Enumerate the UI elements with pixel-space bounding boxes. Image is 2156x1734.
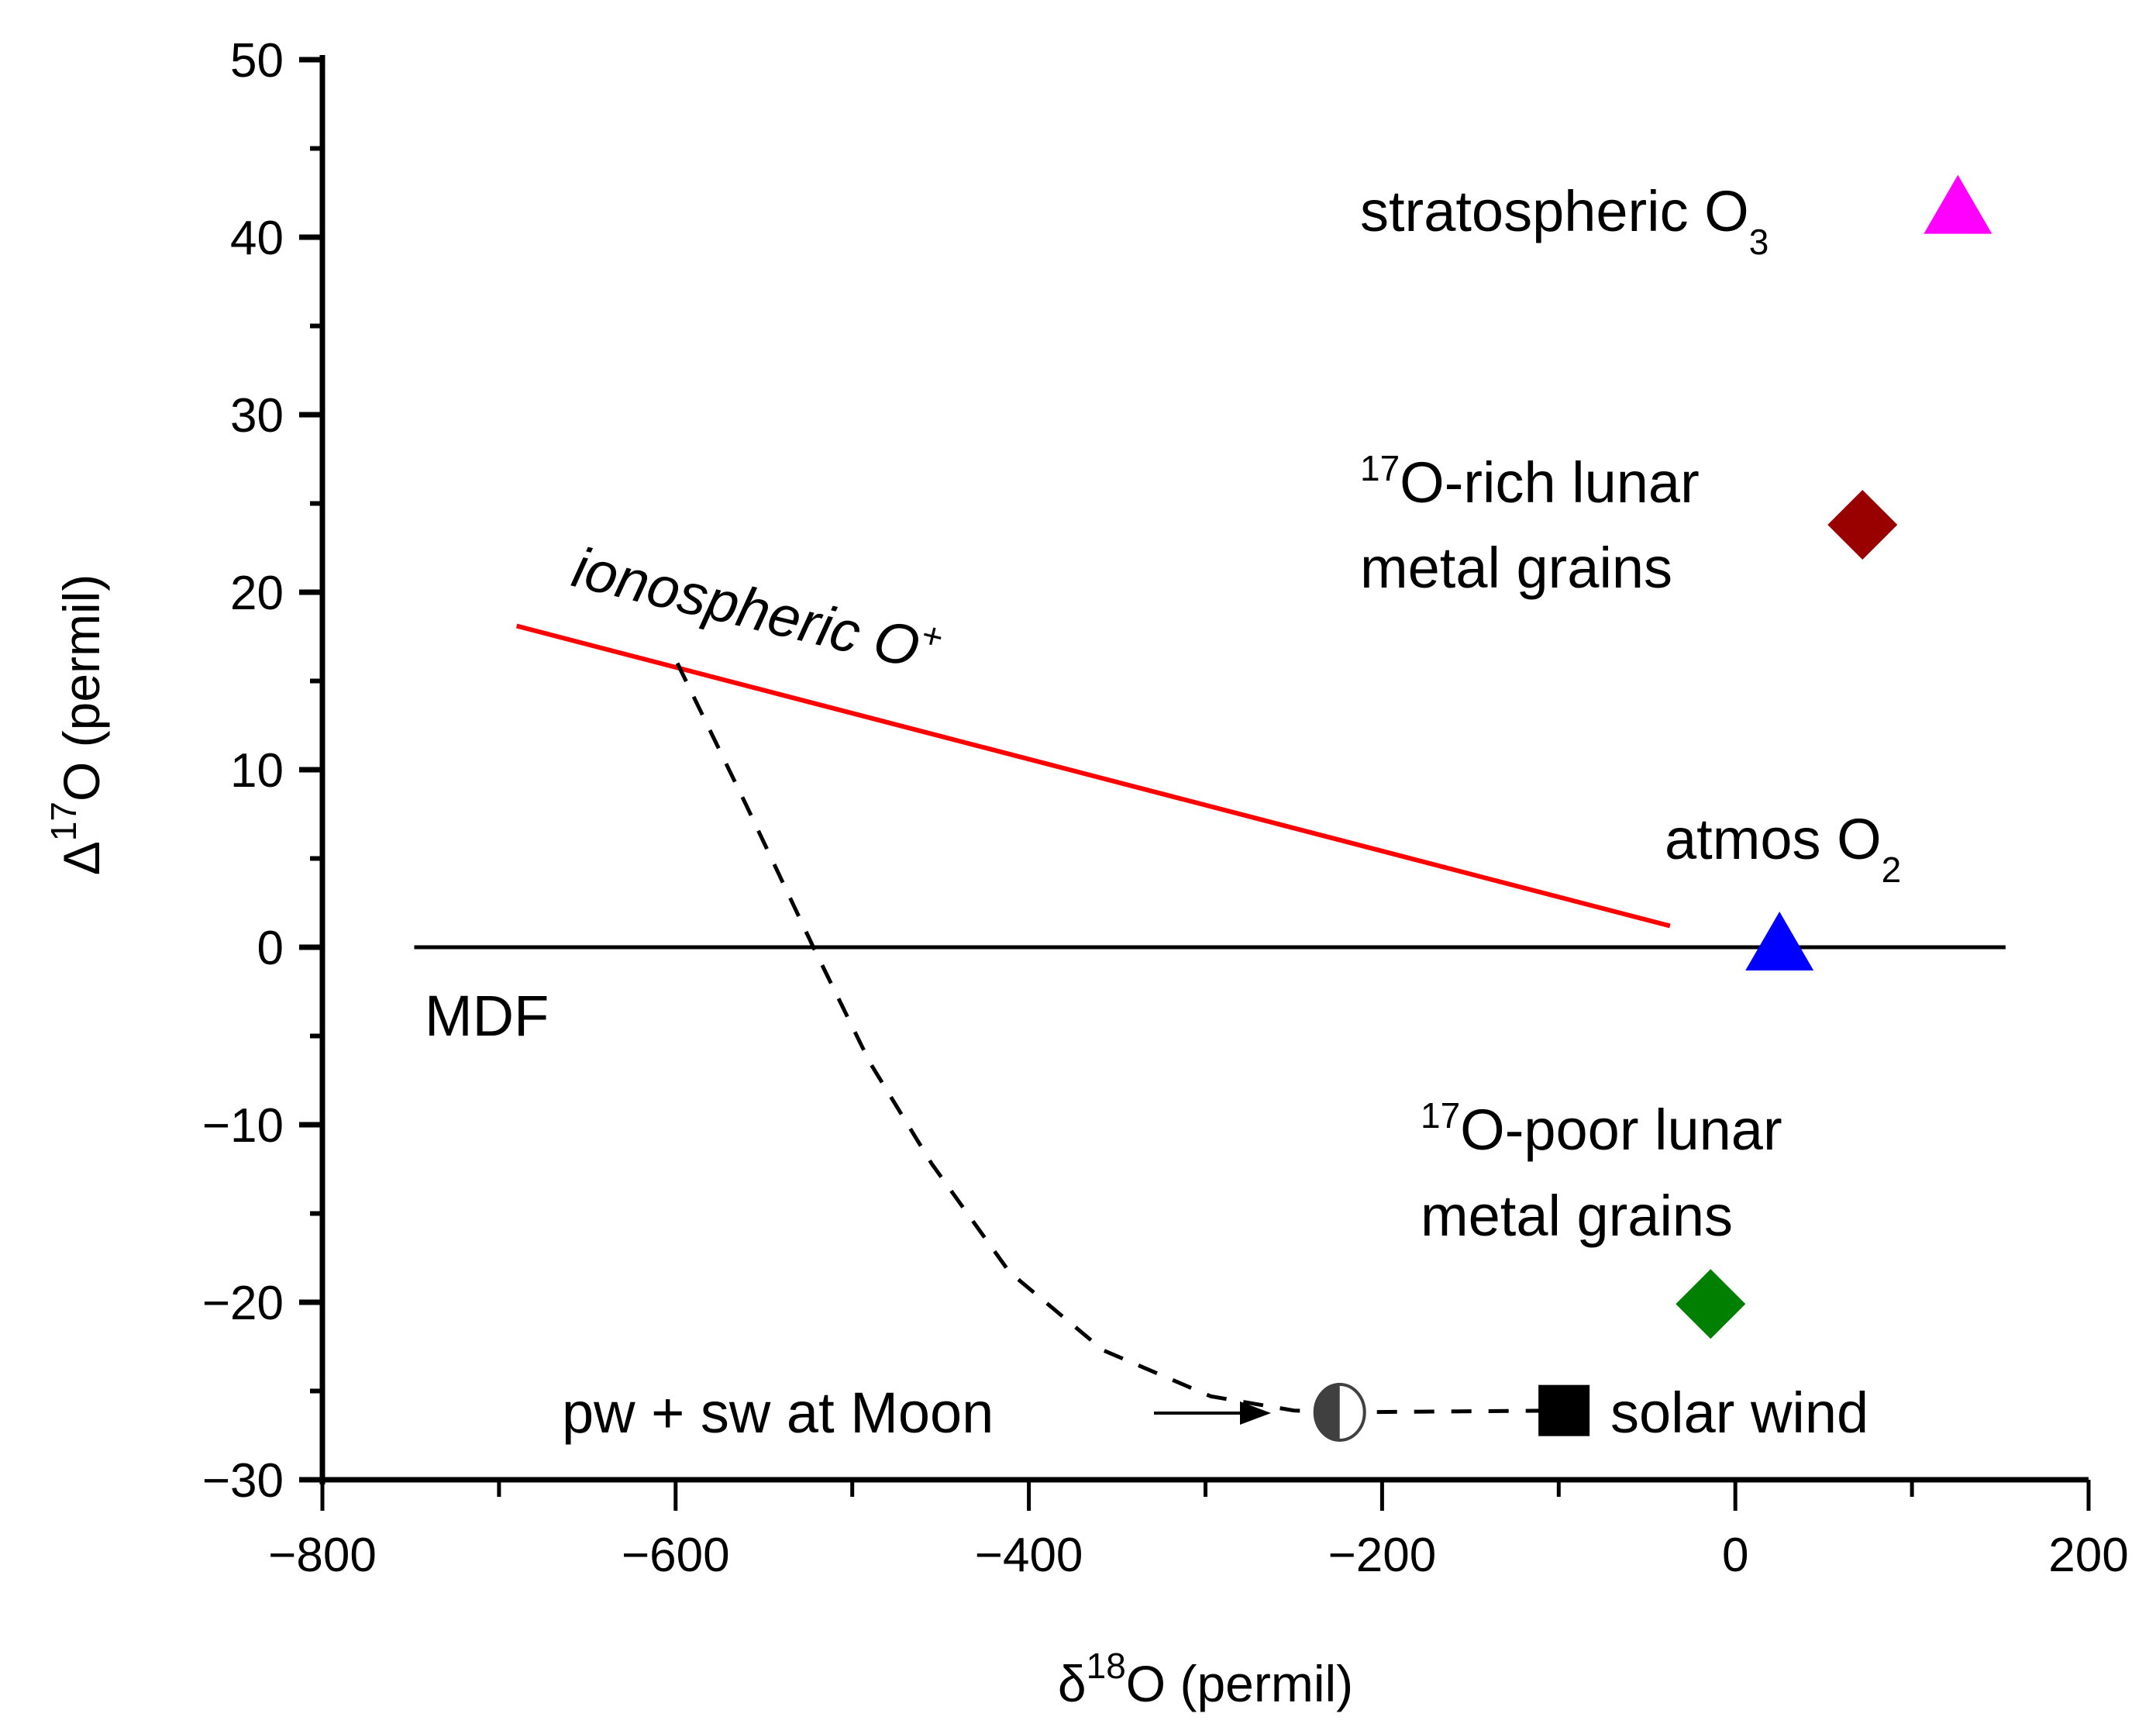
x-tick-label: −800 xyxy=(268,1529,377,1582)
axes: −800 −600 −400 −200 0 200 −30 −20 −10 0 10 20 30 40 50… xyxy=(43,34,2129,1712)
y-tick-label: 50 xyxy=(230,34,284,88)
atmos-o2-marker xyxy=(1745,912,1814,970)
y-tick-label: 10 xyxy=(230,744,284,798)
x-axis-title: δ18O (permil) xyxy=(1058,1646,1353,1712)
17o-rich-lunar-metal-grains-marker xyxy=(1827,489,1898,560)
plot-series xyxy=(414,174,2006,1442)
label-solar-wind: solar wind xyxy=(1610,1381,1868,1445)
y-tick-label: −30 xyxy=(202,1454,284,1508)
moon-to-solar-wind-line xyxy=(1339,1408,1565,1415)
y-tick-label: 40 xyxy=(230,212,284,265)
mixing-curve-line xyxy=(675,662,1340,1415)
solar-wind-marker xyxy=(1538,1384,1590,1436)
y-tick-label: 0 xyxy=(257,922,284,975)
y-tick-label: 20 xyxy=(230,567,284,620)
label-17o-rich-line2: metal grains xyxy=(1360,536,1672,600)
y-tick-label: −10 xyxy=(202,1099,284,1153)
label-ionospheric-o-plus: ionospheric O+ xyxy=(567,531,947,684)
x-tick-label: 0 xyxy=(1722,1529,1748,1582)
label-mdf: MDF xyxy=(425,984,549,1048)
y-axis-title: Δ17O (permil) xyxy=(43,574,110,876)
stratospheric-o3-marker xyxy=(1924,174,1992,234)
x-tick-label: 200 xyxy=(2048,1529,2128,1582)
label-17o-poor-line2: metal grains xyxy=(1421,1184,1733,1248)
label-pw-sw-at-moon: pw + sw at Moon xyxy=(562,1381,994,1445)
label-17o-poor-line1: 17O-poor lunar xyxy=(1421,1095,1782,1162)
label-17o-rich-line1: 17O-rich lunar xyxy=(1360,448,1700,515)
y-tick-label: 30 xyxy=(230,389,284,443)
label-stratospheric-o3: stratospheric O3 xyxy=(1360,179,1769,262)
y-tick-label: −20 xyxy=(202,1277,284,1330)
x-tick-label: −600 xyxy=(622,1529,730,1582)
label-atmos-o2: atmos O2 xyxy=(1665,807,1901,890)
ionospheric-o--line xyxy=(515,623,1671,929)
17o-poor-lunar-metal-grains-marker xyxy=(1676,1269,1746,1339)
x-tick-label: −400 xyxy=(975,1529,1083,1582)
annotations: stratospheric O3 17O-rich lunar metal grai… xyxy=(425,179,1901,1445)
arrow-head-icon xyxy=(1240,1401,1271,1425)
x-tick-label: −200 xyxy=(1328,1529,1437,1582)
pw-sw-at-moon-marker-fill xyxy=(1314,1384,1340,1440)
